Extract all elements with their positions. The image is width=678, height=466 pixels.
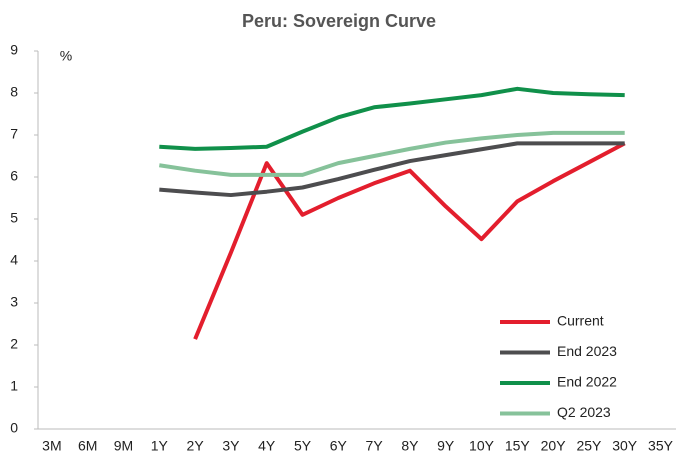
x-tick-label: 5Y xyxy=(294,438,312,454)
x-tick-label: 1Y xyxy=(151,438,169,454)
x-tick-label: 35Y xyxy=(648,438,674,454)
x-tick-label: 6Y xyxy=(330,438,348,454)
x-tick-label: 3Y xyxy=(222,438,240,454)
series-line xyxy=(159,141,625,198)
y-axis-label: % xyxy=(60,48,72,64)
chart-title: Peru: Sovereign Curve xyxy=(242,11,436,31)
x-tick-label: 2Y xyxy=(187,438,205,454)
x-tick-label: 8Y xyxy=(401,438,419,454)
y-tick-label: 5 xyxy=(10,210,18,226)
series-line xyxy=(158,130,625,177)
y-tick-label: 4 xyxy=(10,252,18,268)
x-tick-label: 3M xyxy=(42,438,61,454)
x-tick-label: 9Y xyxy=(437,438,455,454)
legend-label: End 2023 xyxy=(557,343,617,359)
x-tick-label: 15Y xyxy=(505,438,531,454)
y-tick-label: 9 xyxy=(10,42,18,58)
x-tick-label: 30Y xyxy=(612,438,638,454)
legend-label: Current xyxy=(557,313,604,329)
y-tick-label: 7 xyxy=(10,126,18,142)
y-tick-label: 2 xyxy=(10,336,18,352)
x-tick-label: 6M xyxy=(78,438,97,454)
x-tick-label: 4Y xyxy=(258,438,276,454)
y-tick-label: 1 xyxy=(10,378,18,394)
series-line xyxy=(193,141,626,340)
legend-label: End 2022 xyxy=(557,374,617,390)
series-line xyxy=(159,86,625,151)
legend-label: Q2 2023 xyxy=(557,404,611,420)
y-tick-label: 8 xyxy=(10,84,18,100)
x-tick-label: 7Y xyxy=(366,438,384,454)
x-tick-label: 20Y xyxy=(541,438,567,454)
x-tick-label: 9M xyxy=(114,438,133,454)
y-tick-label: 3 xyxy=(10,294,18,310)
y-tick-label: 0 xyxy=(10,420,18,436)
y-tick-label: 6 xyxy=(10,168,18,184)
x-tick-label: 10Y xyxy=(469,438,495,454)
x-tick-label: 25Y xyxy=(576,438,602,454)
